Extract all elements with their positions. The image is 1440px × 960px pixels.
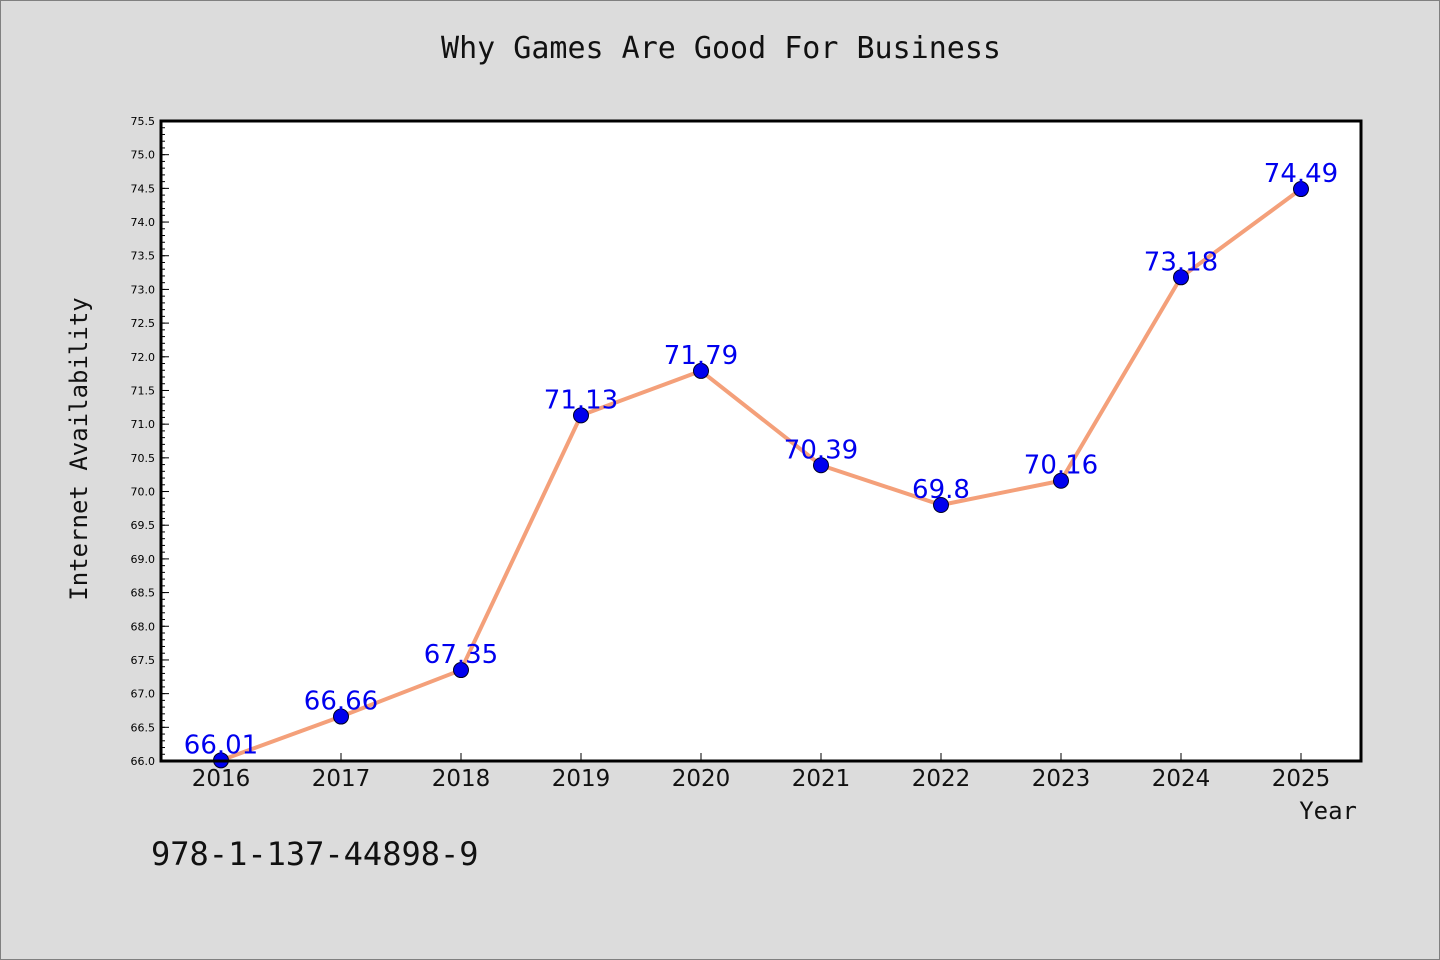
x-tick-label: 2016 [192,766,251,792]
y-tick-label: 66.5 [131,721,156,734]
y-tick-label: 72.5 [131,317,156,330]
y-tick-label: 69.5 [131,519,156,532]
y-tick-label: 74.5 [131,182,156,195]
isbn-text: 978-1-137-44898-9 [151,835,479,873]
data-label: 70.39 [784,435,858,465]
data-label: 66.66 [304,687,378,717]
x-tick-label: 2018 [432,766,491,792]
data-label: 70.16 [1024,451,1098,481]
y-tick-label: 73.5 [131,250,156,263]
plot-frame [159,119,1363,763]
y-tick-label: 68.0 [131,620,156,633]
data-point [333,708,349,725]
data-point [693,362,709,379]
x-tick-label: 2021 [792,766,851,792]
data-point [933,497,949,513]
y-tick-label: 75.0 [131,149,156,162]
y-tick-label: 71.5 [131,384,156,397]
y-tick-label: 68.5 [131,587,156,600]
x-tick-label: 2024 [1152,766,1211,792]
data-label: 71.13 [544,385,618,415]
x-tick-label: 2023 [1032,766,1091,792]
y-tick-label: 72.0 [131,351,156,364]
y-tick-label: 66.0 [131,755,156,768]
data-point [1293,181,1309,198]
y-tick-label: 70.0 [131,486,156,499]
y-tick-label: 75.5 [131,115,156,128]
x-tick-label: 2022 [912,766,971,792]
x-tick-label: 2025 [1272,766,1331,792]
data-label: 74.49 [1264,159,1338,189]
data-point [573,407,589,424]
data-label: 67.35 [424,640,498,670]
x-tick-label: 2020 [672,766,731,792]
y-tick-label: 71.0 [131,418,156,431]
data-point [1053,472,1069,489]
y-tick-label: 67.0 [131,688,156,701]
series-line [219,187,1303,763]
data-point [1173,269,1189,286]
y-tick-label: 74.0 [131,216,156,229]
data-point [453,662,469,679]
y-tick-label: 70.5 [131,452,156,465]
plot-area [161,121,1361,761]
x-axis-label: Year [1299,797,1357,825]
x-tick-label: 2019 [552,766,611,792]
data-label: 71.79 [664,341,738,371]
y-tick-label: 73.0 [131,283,156,296]
x-tick-label: 2017 [312,766,371,792]
data-label: 73.18 [1144,247,1218,277]
chart-title: Why Games Are Good For Business [441,31,1001,66]
data-label: 69.8 [912,475,970,505]
y-tick-label: 67.5 [131,654,156,667]
data-label: 66.01 [184,730,258,760]
data-point [813,457,829,474]
y-tick-label: 69.0 [131,553,156,566]
